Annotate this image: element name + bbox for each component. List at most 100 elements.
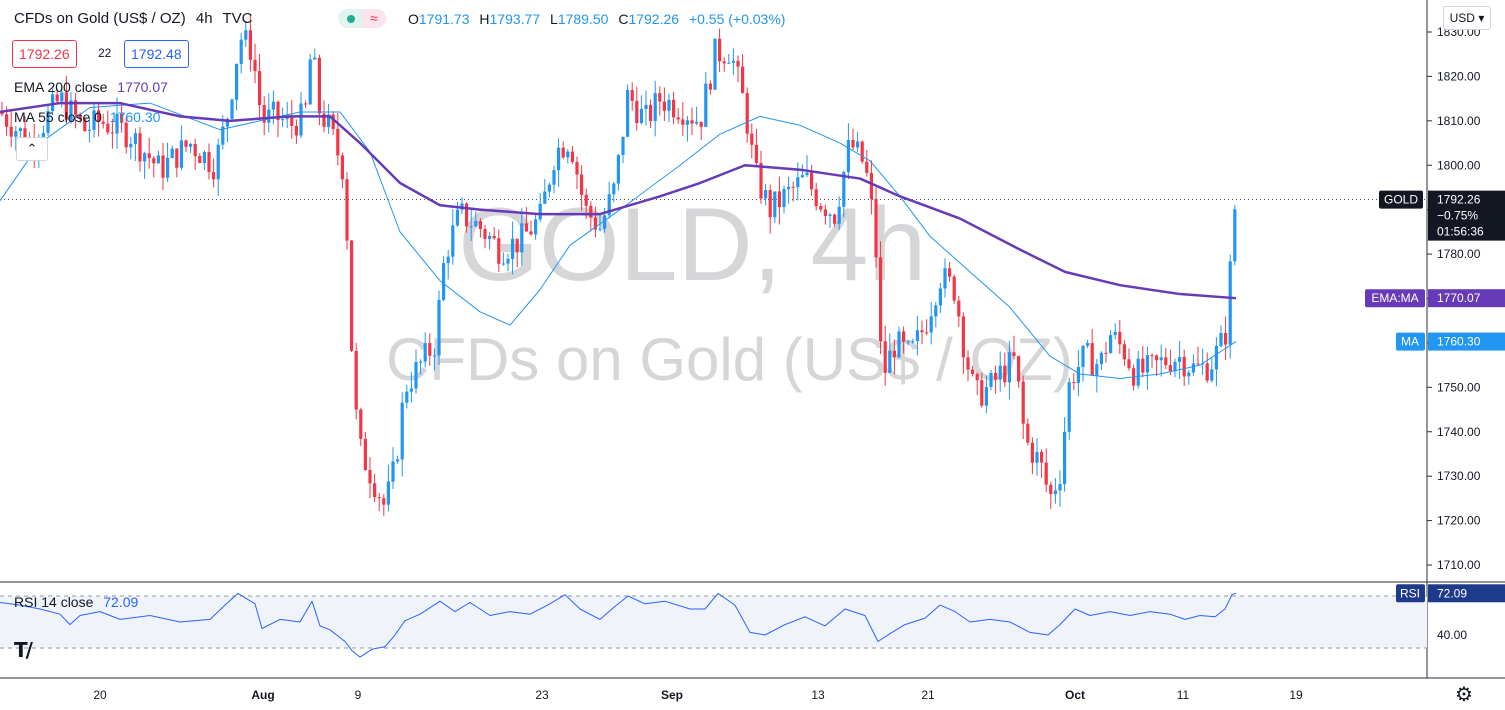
candle-body: [244, 30, 248, 40]
candle-body: [543, 191, 547, 204]
currency-select[interactable]: USD ▾: [1443, 6, 1491, 30]
candle-body: [124, 122, 128, 148]
candle-body: [419, 361, 423, 363]
source-label: TVC: [222, 10, 253, 27]
ma-legend[interactable]: MA 55 close 0 1760.30: [14, 109, 160, 125]
candle-body: [984, 387, 988, 406]
candle-body: [727, 62, 731, 64]
candle-body: [1159, 357, 1163, 361]
candle-body: [833, 214, 837, 224]
candle-body: [575, 162, 579, 175]
time-tick-label: 23: [535, 688, 549, 702]
collapse-legend-button[interactable]: ⌃: [16, 137, 48, 161]
candle-body: [230, 99, 234, 119]
candle-body: [787, 186, 791, 190]
candle-body: [966, 357, 970, 370]
close-key: C: [618, 11, 629, 27]
candle-body: [754, 144, 758, 163]
candle-body: [938, 288, 942, 306]
rsi-legend[interactable]: RSI 14 close 72.09: [14, 594, 138, 610]
candle-body: [948, 268, 952, 277]
candle-body: [570, 151, 574, 163]
ema-legend-value: 1770.07: [117, 79, 168, 95]
candle-body: [777, 191, 781, 208]
low-value: 1789.50: [557, 11, 609, 27]
candle-body: [837, 206, 841, 224]
watermark-symbol: GOLD, 4h: [458, 187, 926, 303]
gear-icon[interactable]: ⚙: [1455, 684, 1473, 706]
candle-body: [731, 60, 735, 63]
ma-55-line: [0, 102, 1237, 379]
candle-body: [373, 483, 377, 498]
buy-price-button[interactable]: 1792.48: [124, 40, 189, 68]
candle-body: [248, 30, 252, 60]
candle-body: [892, 350, 896, 358]
tradingview-logo-icon[interactable]: T/: [14, 638, 33, 662]
candle-body: [667, 99, 671, 111]
candle-body: [557, 147, 561, 171]
candle-body: [708, 83, 712, 90]
candle-body: [1173, 361, 1177, 372]
market-status-pill[interactable]: ≈: [338, 9, 386, 28]
candle-body: [69, 100, 73, 120]
ema-ma-tag: [1365, 289, 1425, 308]
candle-body: [1063, 431, 1067, 485]
candle-body: [133, 133, 137, 144]
candle-body: [952, 276, 956, 301]
candle-body: [1007, 352, 1011, 383]
candle-body: [1090, 343, 1094, 376]
candle-body: [897, 331, 901, 358]
candle-body: [750, 133, 754, 145]
interval-label[interactable]: 4h: [195, 10, 213, 27]
ema-legend[interactable]: EMA 200 close 1770.07: [14, 79, 168, 95]
candle-body: [391, 461, 395, 482]
candle-body: [828, 214, 832, 216]
ema-ma-tag-label: EMA:MA: [1371, 291, 1418, 305]
candle-body: [432, 355, 436, 357]
symbol-title[interactable]: CFDs on Gold (US$ / OZ): [14, 10, 186, 27]
candle-body: [1224, 332, 1228, 345]
candle-body: [994, 372, 998, 380]
candle-body: [925, 332, 929, 334]
candle-body: [179, 140, 183, 168]
candle-body: [469, 226, 473, 228]
ma-tag: [1396, 332, 1425, 351]
sell-price-button[interactable]: 1792.26: [12, 40, 77, 68]
candle-body: [14, 131, 18, 137]
candle-body: [690, 120, 694, 124]
candle-body: [382, 498, 386, 505]
candle-body: [299, 103, 303, 136]
watermark-description: CFDs on Gold (US$ / OZ): [386, 326, 1073, 393]
candle-body: [672, 99, 676, 118]
price-tick-label: 1780.00: [1437, 247, 1481, 261]
time-tick-label: Aug: [251, 688, 274, 702]
time-tick-label: 19: [1289, 688, 1303, 702]
rsi-legend-label: RSI 14 close: [14, 594, 94, 610]
candle-body: [1228, 261, 1232, 345]
candle-body: [400, 402, 404, 460]
candle-body: [580, 174, 584, 195]
candle-body: [773, 191, 777, 218]
candle-body: [810, 172, 814, 190]
candle-body: [207, 151, 211, 173]
rsi-tick-label: 40.00: [1437, 628, 1467, 642]
candle-body: [879, 257, 883, 342]
candle-body: [239, 39, 243, 64]
candle-body: [1012, 352, 1016, 357]
candle-body: [805, 172, 809, 176]
candle-body: [1044, 462, 1048, 485]
candle-body: [120, 113, 124, 123]
candle-body: [5, 114, 9, 127]
symbol-header[interactable]: CFDs on Gold (US$ / OZ) 4h TVC: [14, 10, 258, 27]
candle-body: [823, 209, 827, 216]
candle-body: [796, 177, 800, 188]
candle-body: [676, 117, 680, 120]
ma-tag-label: MA: [1401, 335, 1419, 349]
candle-body: [764, 190, 768, 199]
candle-body: [1196, 363, 1200, 365]
candle-body: [971, 369, 975, 374]
candle-body: [819, 206, 823, 210]
candle-body: [662, 101, 666, 111]
price-tick-label: 1740.00: [1437, 425, 1481, 439]
